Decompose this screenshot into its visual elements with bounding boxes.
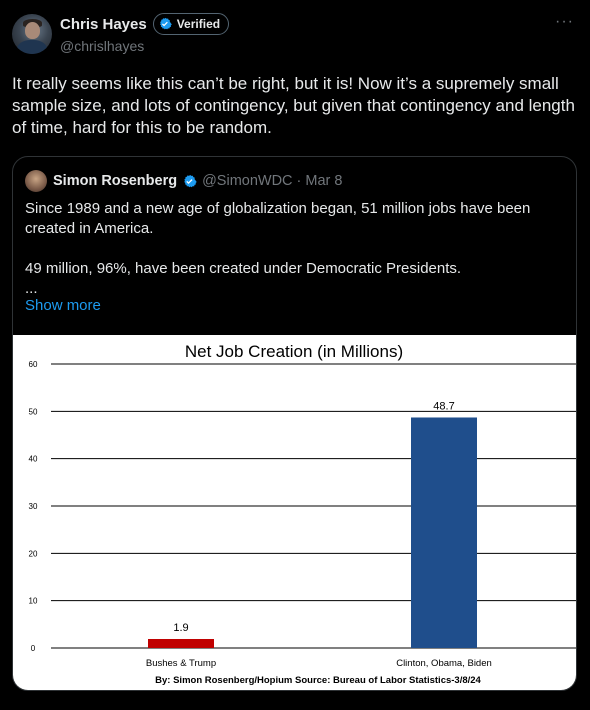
quote-text-line: Since 1989 and a new age of globalizatio…	[25, 200, 531, 237]
verified-check-icon	[159, 17, 172, 30]
author-display-name[interactable]: Chris Hayes	[60, 15, 147, 33]
chart-image[interactable]: Net Job Creation (in Millions) 0 10 20 30 40 5…	[13, 335, 576, 690]
data-label: 1.9	[173, 622, 188, 634]
tweet-text: It really seems like this can’t be right…	[12, 74, 575, 137]
quote-text-ellipsis: ...	[25, 280, 38, 297]
quote-author-row: Simon Rosenberg @SimonWDC · Mar 8	[53, 171, 342, 191]
quote-text-line: 49 million, 96%, have been created under…	[25, 260, 462, 277]
quote-author-handle[interactable]: @SimonWDC	[202, 173, 293, 189]
data-label: 48.7	[433, 400, 454, 412]
quote-text: Since 1989 and a new age of globalizatio…	[25, 199, 565, 299]
y-tick-label: 0	[31, 644, 36, 653]
more-horizontal-icon[interactable]: ···	[555, 13, 574, 30]
show-more-link[interactable]: Show more	[25, 297, 101, 314]
verified-label: Verified	[176, 17, 221, 31]
y-tick-label: 60	[29, 360, 38, 369]
x-category-label: Bushes & Trump	[146, 658, 216, 669]
bar-chart: Net Job Creation (in Millions) 0 10 20 30 40 5…	[29, 342, 576, 686]
verified-badge[interactable]: Verified	[152, 13, 230, 35]
x-category-label: Clinton, Obama, Biden	[396, 658, 492, 669]
bar	[411, 417, 477, 648]
quoted-tweet[interactable]: Simon Rosenberg @SimonWDC · Mar 8 Since …	[12, 156, 577, 691]
quote-date[interactable]: Mar 8	[305, 173, 343, 189]
quote-author-name[interactable]: Simon Rosenberg	[53, 173, 178, 189]
bar	[148, 639, 214, 648]
separator-dot: ·	[296, 173, 302, 189]
chart-title: Net Job Creation (in Millions)	[185, 342, 403, 361]
y-tick-label: 30	[29, 502, 38, 511]
author-name-row: Chris Hayes Verified	[60, 13, 230, 35]
y-tick-label: 50	[29, 407, 38, 416]
y-tick-label: 10	[29, 597, 38, 606]
author-avatar[interactable]	[12, 14, 52, 54]
y-tick-label: 20	[29, 549, 38, 558]
author-handle[interactable]: @chrislhayes	[60, 38, 145, 54]
y-tick-label: 40	[29, 455, 38, 464]
verified-check-icon	[181, 173, 198, 190]
quote-author-avatar[interactable]	[25, 170, 47, 192]
chart-source: By: Simon Rosenberg/Hopium Source: Burea…	[155, 675, 481, 686]
